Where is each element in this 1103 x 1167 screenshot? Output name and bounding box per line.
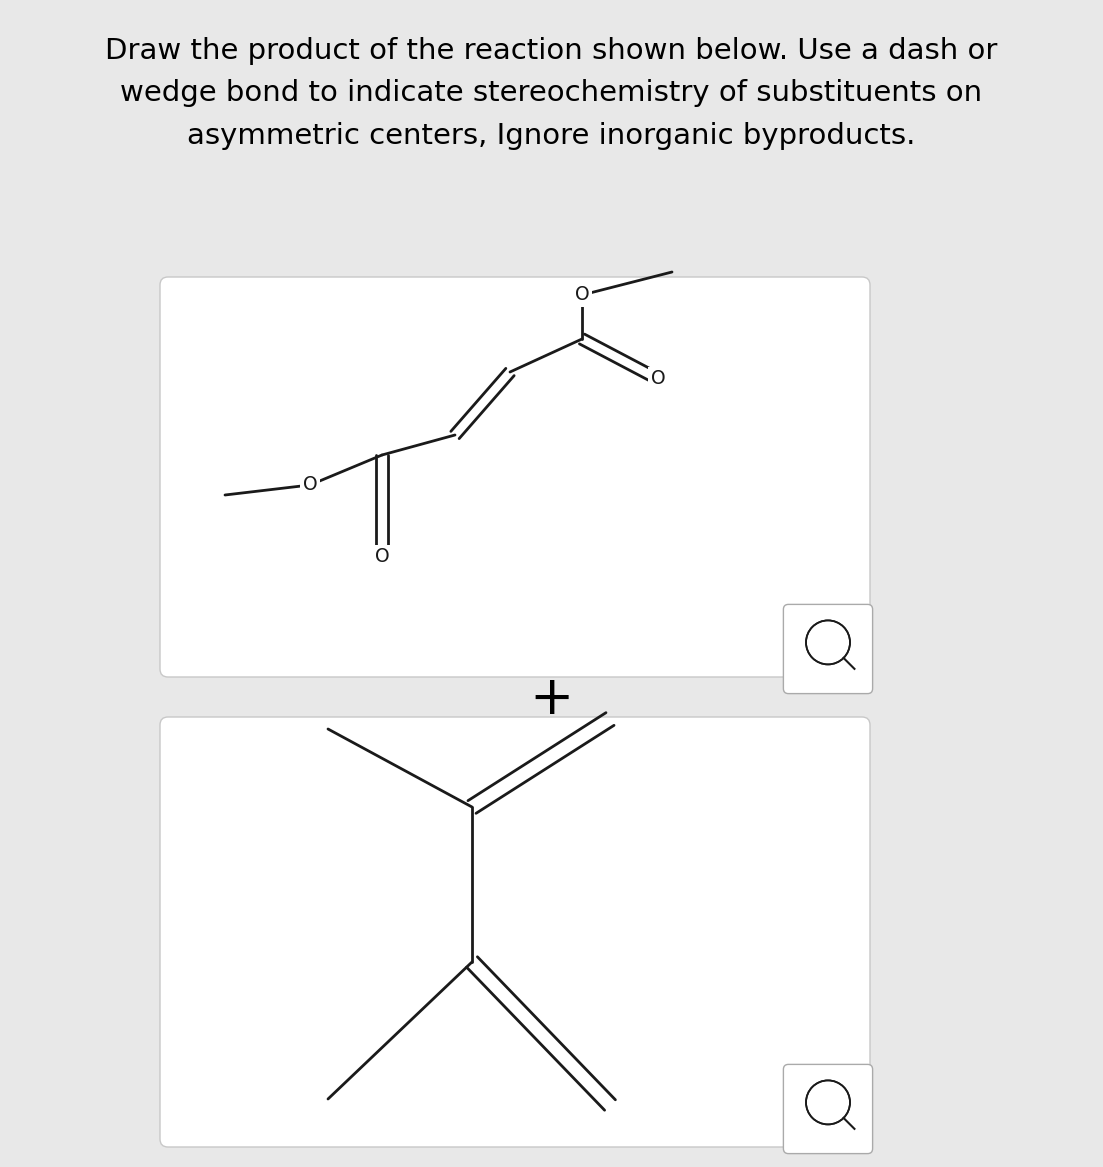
FancyBboxPatch shape bbox=[160, 717, 870, 1147]
Text: +: + bbox=[529, 673, 574, 725]
Text: Draw the product of the reaction shown below. Use a dash or
wedge bond to indica: Draw the product of the reaction shown b… bbox=[105, 37, 998, 149]
Text: O: O bbox=[651, 370, 665, 389]
FancyBboxPatch shape bbox=[783, 605, 872, 693]
Text: O: O bbox=[575, 286, 589, 305]
FancyBboxPatch shape bbox=[160, 277, 870, 677]
FancyBboxPatch shape bbox=[783, 1064, 872, 1154]
Text: O: O bbox=[302, 475, 318, 495]
Text: O: O bbox=[375, 547, 389, 566]
